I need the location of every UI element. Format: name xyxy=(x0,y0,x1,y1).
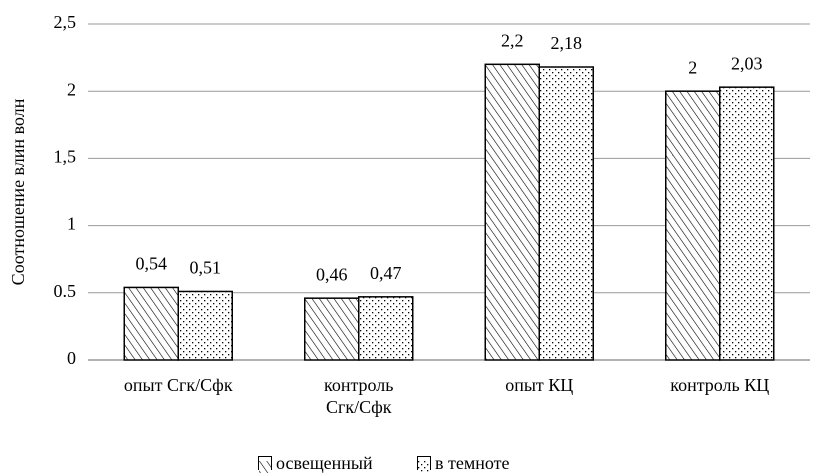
legend-swatch-rect xyxy=(259,461,271,473)
value-label: 0,47 xyxy=(370,263,402,283)
legend-swatch xyxy=(258,456,272,473)
y-tick-label: 1 xyxy=(67,214,76,234)
value-label: 0,54 xyxy=(136,254,168,274)
value-label: 2,03 xyxy=(731,53,763,73)
y-tick-label: 1,5 xyxy=(54,147,77,167)
x-tick-label: опыт КЦ xyxy=(505,375,574,395)
bar xyxy=(358,296,414,361)
bar xyxy=(538,66,594,361)
y-tick-label: 2,5 xyxy=(54,12,77,32)
value-label: 2,2 xyxy=(501,30,524,50)
legend-label: освещенный xyxy=(276,453,373,473)
bar xyxy=(177,290,233,361)
legend-swatch-fill xyxy=(418,461,430,473)
x-tick-label: контроль Сгк/Сфк xyxy=(323,375,394,417)
y-tick-label: 2 xyxy=(67,79,76,99)
bar xyxy=(665,90,721,361)
x-tick-label: контроль КЦ xyxy=(670,375,770,395)
value-label: 2,18 xyxy=(551,33,583,53)
legend-swatch-fill xyxy=(259,461,271,473)
value-label: 0,51 xyxy=(190,258,222,278)
legend-label: в темноте xyxy=(435,453,510,473)
legend-swatch-rect xyxy=(418,461,430,473)
bar xyxy=(123,286,179,361)
bar xyxy=(484,63,540,361)
value-label: 2 xyxy=(688,57,697,77)
legend-item: освещенный xyxy=(258,453,373,473)
value-label: 0,46 xyxy=(316,264,348,284)
legend-item: в темноте xyxy=(417,453,510,473)
y-tick-label: 0.5 xyxy=(54,281,77,301)
y-tick-label: 0 xyxy=(67,348,76,368)
bar xyxy=(304,297,360,361)
legend-swatch xyxy=(417,456,431,473)
y-axis-label: Соотношение влин волн xyxy=(8,98,28,285)
bar xyxy=(719,86,775,361)
x-tick-label: опыт Сгк/Сфк xyxy=(123,375,233,395)
